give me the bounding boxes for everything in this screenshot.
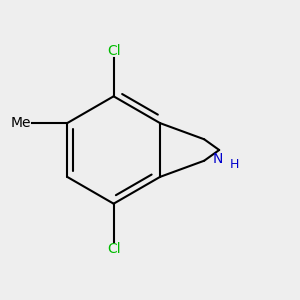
Text: N: N: [213, 152, 223, 166]
Text: Cl: Cl: [107, 44, 120, 58]
Text: H: H: [230, 158, 239, 171]
Text: Cl: Cl: [107, 242, 120, 256]
Text: Me: Me: [10, 116, 31, 130]
